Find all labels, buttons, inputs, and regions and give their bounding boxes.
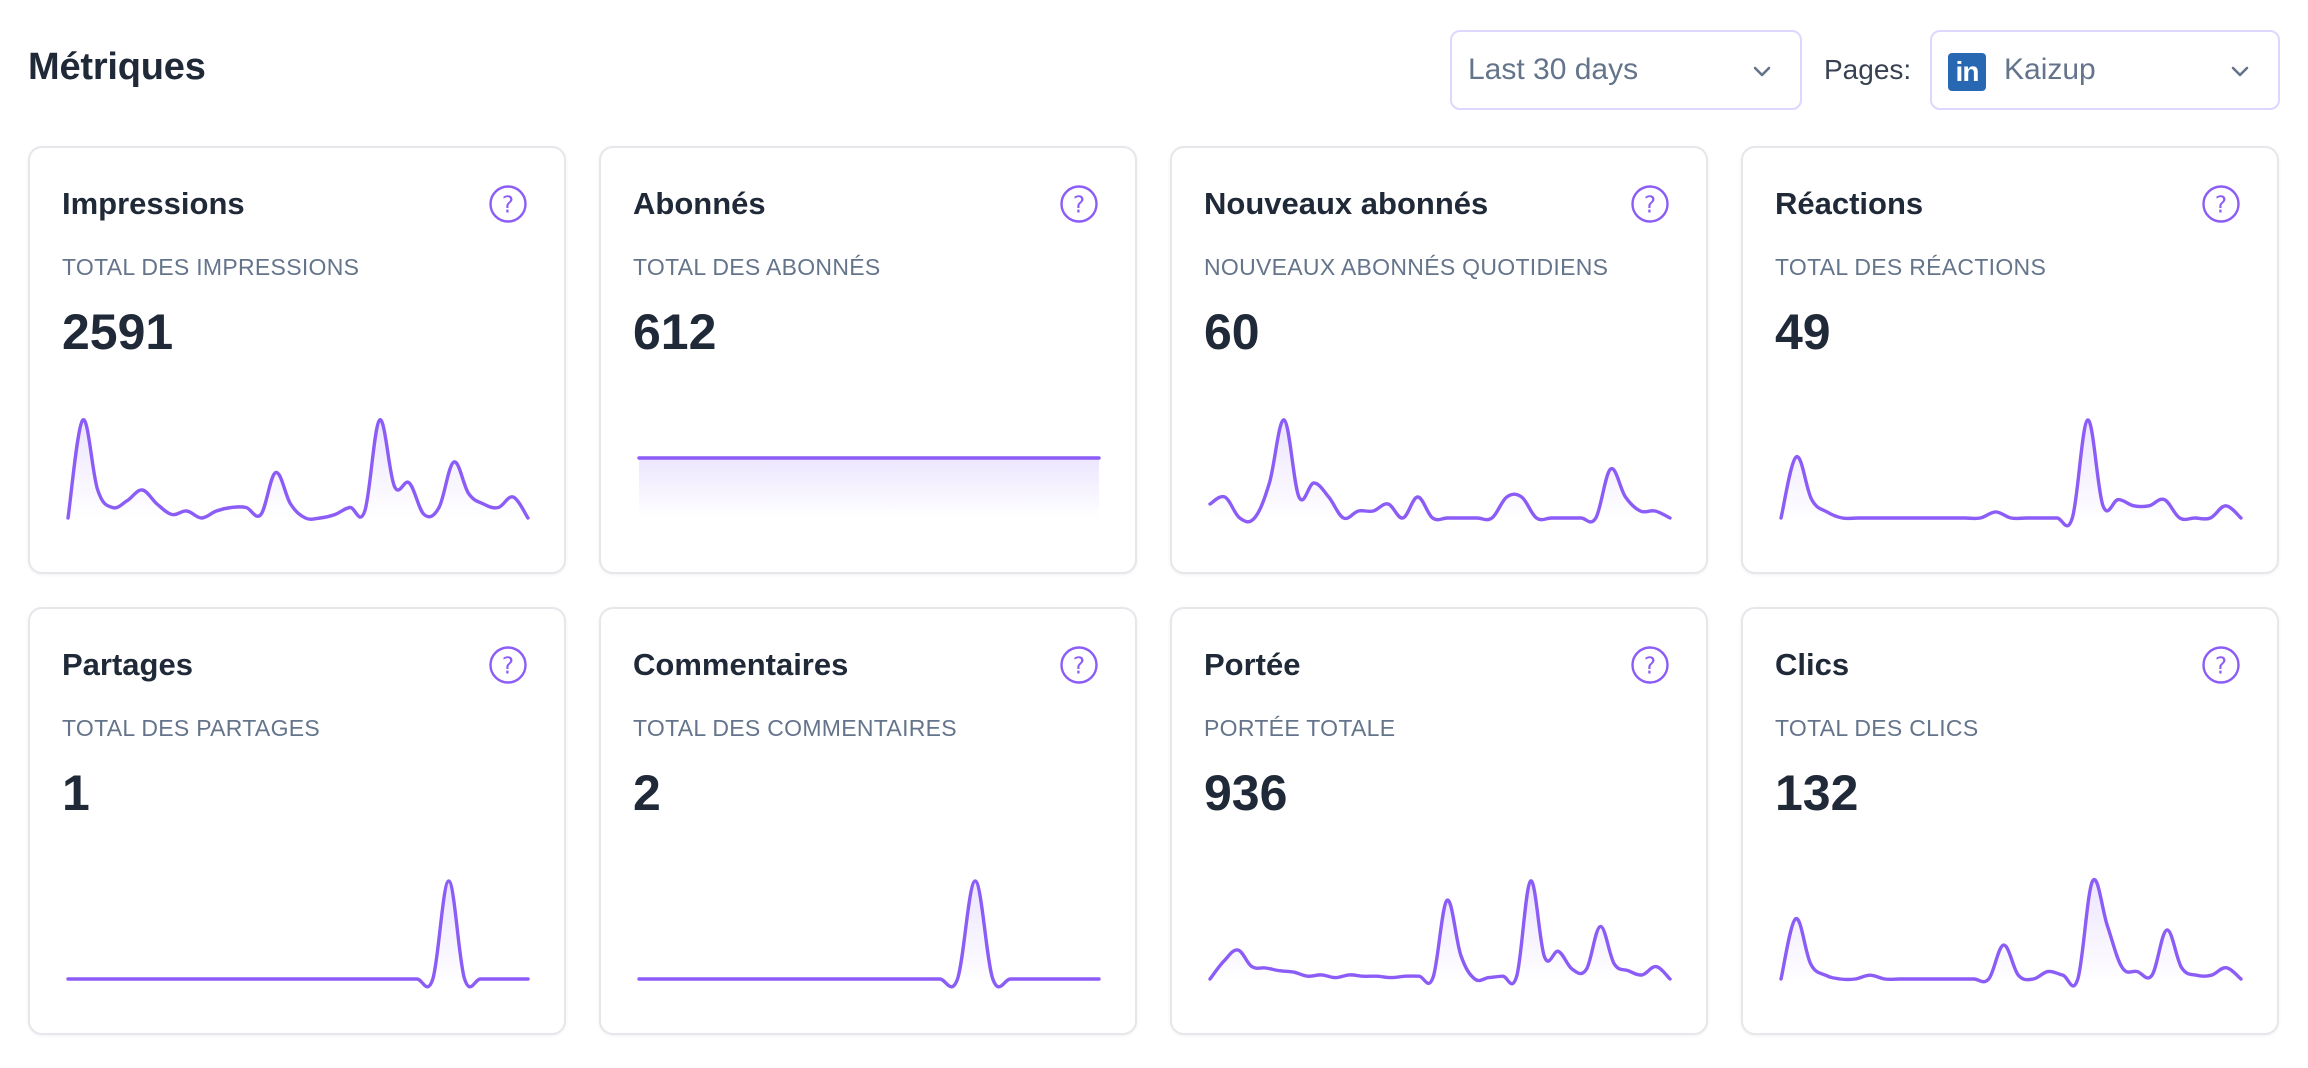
sparkline-area: [1781, 419, 2241, 526]
svg-text:?: ?: [502, 193, 514, 219]
chevron-down-icon: [2231, 66, 2249, 77]
help-icon[interactable]: ?: [1059, 184, 1099, 224]
metric-card-new-followers: Nouveaux abonnés ? NOUVEAUX ABONNÉS QUOT…: [1170, 146, 1708, 574]
card-subtitle: TOTAL DES PARTAGES: [62, 715, 321, 741]
svg-text:?: ?: [1073, 193, 1085, 219]
metric-card-reach: Portée ? PORTÉE TOTALE 936: [1170, 607, 1708, 1035]
sparkline-chart: [66, 418, 530, 521]
card-subtitle: PORTÉE TOTALE: [1204, 715, 1396, 741]
sparkline-chart: [637, 456, 1101, 518]
sparkline-area: [1781, 879, 2241, 986]
card-title: Partages: [62, 647, 193, 682]
sparkline-area: [68, 419, 528, 520]
card-title: Réactions: [1775, 186, 1924, 221]
card-subtitle: TOTAL DES IMPRESSIONS: [62, 254, 360, 280]
card-subtitle: TOTAL DES CLICS: [1775, 715, 1979, 741]
card-value: 60: [1204, 304, 1260, 360]
svg-text:?: ?: [1644, 654, 1656, 680]
sparkline-chart: [637, 879, 1101, 989]
metrics-grid: Impressions ? TOTAL DES IMPRESSIONS 2591…: [28, 146, 2280, 1035]
card-subtitle: TOTAL DES COMMENTAIRES: [633, 715, 957, 741]
pages-label: Pages:: [1824, 54, 1912, 85]
card-value: 2: [633, 765, 661, 821]
pages-select[interactable]: in Kaizup: [1930, 30, 2280, 110]
help-icon[interactable]: ?: [1630, 184, 1670, 224]
sparkline-chart: [1208, 879, 1672, 986]
sparkline-line: [66, 879, 530, 989]
card-value: 936: [1204, 765, 1288, 821]
page-title: Métriques: [28, 46, 206, 88]
card-subtitle: TOTAL DES ABONNÉS: [633, 254, 881, 280]
sparkline-line: [1779, 418, 2243, 528]
sparkline-line: [1208, 418, 1672, 524]
svg-text:?: ?: [1073, 654, 1085, 680]
metric-card-clicks: Clics ? TOTAL DES CLICS 132: [1741, 607, 2279, 1035]
help-icon[interactable]: ?: [1059, 645, 1099, 685]
chevron-down-icon: [1753, 66, 1771, 77]
help-icon[interactable]: ?: [488, 645, 528, 685]
help-icon[interactable]: ?: [2201, 184, 2241, 224]
card-value: 132: [1775, 765, 1859, 821]
metric-card-comments: Commentaires ? TOTAL DES COMMENTAIRES 2: [599, 607, 1137, 1035]
card-value: 612: [633, 304, 717, 360]
card-title: Commentaires: [633, 647, 849, 682]
sparkline-chart: [1779, 877, 2243, 988]
svg-text:?: ?: [2215, 654, 2227, 680]
date-range-value: Last 30 days: [1468, 53, 1639, 86]
card-title: Abonnés: [633, 186, 766, 221]
card-value: 49: [1775, 304, 1831, 360]
sparkline-chart: [1208, 418, 1672, 524]
sparkline-chart: [1779, 418, 2243, 528]
sparkline-area: [1210, 419, 1670, 522]
pages-select-value: Kaizup: [2004, 53, 2096, 86]
svg-text:?: ?: [2215, 193, 2227, 219]
sparkline-line: [1208, 879, 1672, 986]
help-icon[interactable]: ?: [1630, 645, 1670, 685]
metric-card-shares: Partages ? TOTAL DES PARTAGES 1: [28, 607, 566, 1035]
sparkline-chart: [66, 879, 530, 989]
card-title: Impressions: [62, 186, 245, 221]
sparkline-line: [66, 418, 530, 521]
sparkline-area: [639, 458, 1099, 518]
sparkline-area: [1210, 880, 1670, 984]
card-title: Nouveaux abonnés: [1204, 186, 1489, 221]
linkedin-icon: in: [1948, 53, 1986, 91]
card-title: Clics: [1775, 647, 1850, 682]
metric-card-followers: Abonnés ? TOTAL DES ABONNÉS 612: [599, 146, 1137, 574]
card-subtitle: NOUVEAUX ABONNÉS QUOTIDIENS: [1204, 254, 1609, 280]
card-subtitle: TOTAL DES RÉACTIONS: [1775, 254, 2047, 280]
sparkline-line: [637, 879, 1101, 989]
page-header: Métriques Last 30 days Pages: in Kaizup: [28, 30, 2280, 114]
card-value: 1: [62, 765, 90, 821]
card-value: 2591: [62, 304, 174, 360]
metric-card-impressions: Impressions ? TOTAL DES IMPRESSIONS 2591: [28, 146, 566, 574]
date-range-select[interactable]: Last 30 days: [1450, 30, 1802, 110]
sparkline-area: [639, 881, 1099, 987]
card-title: Portée: [1204, 647, 1301, 682]
svg-text:?: ?: [502, 654, 514, 680]
sparkline-line: [1779, 877, 2243, 988]
help-icon[interactable]: ?: [488, 184, 528, 224]
help-icon[interactable]: ?: [2201, 645, 2241, 685]
svg-text:?: ?: [1644, 193, 1656, 219]
metric-card-reactions: Réactions ? TOTAL DES RÉACTIONS 49: [1741, 146, 2279, 574]
